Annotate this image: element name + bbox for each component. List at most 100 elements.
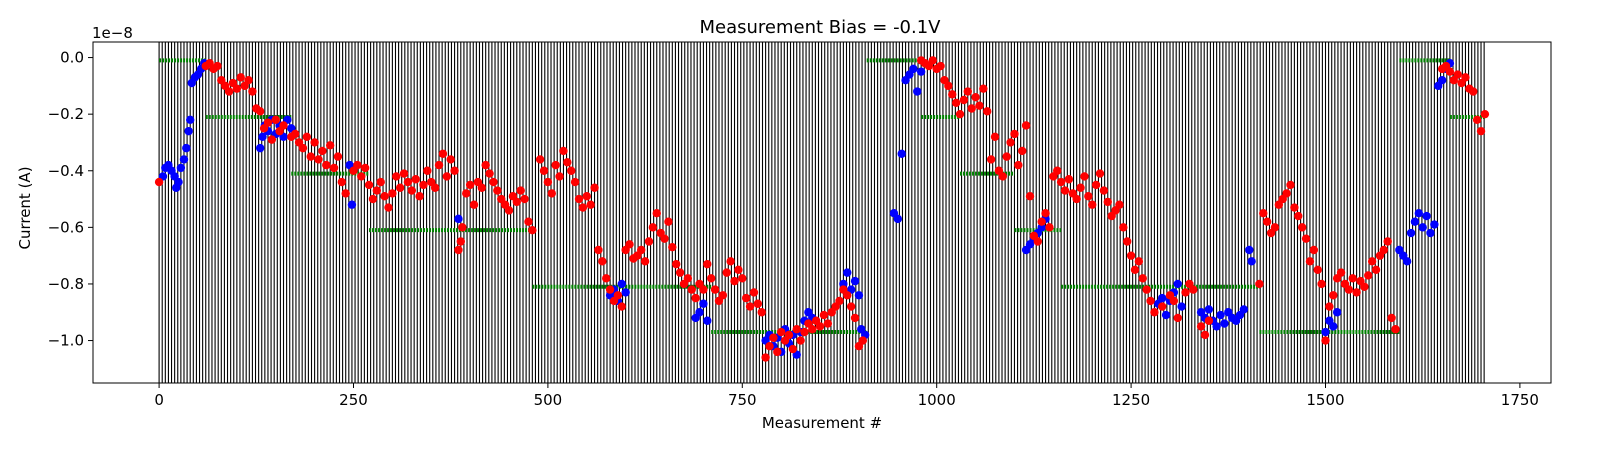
red-data-point (322, 160, 331, 170)
red-data-point (341, 189, 350, 198)
red-data-point (1391, 325, 1400, 334)
red-data-point (586, 200, 595, 209)
blue-data-point (1204, 305, 1214, 314)
red-data-point (1453, 70, 1462, 79)
blue-data-point (174, 177, 183, 187)
red-data-point (722, 268, 731, 277)
y-tick-label: −0.8 (48, 275, 84, 293)
plot-frame (92, 41, 1552, 384)
red-data-point (765, 342, 774, 351)
blue-data-point (1414, 209, 1424, 218)
red-data-point (465, 180, 475, 190)
red-data-point (1383, 237, 1392, 246)
red-data-point (800, 327, 809, 337)
red-data-point (741, 293, 751, 303)
y-axis-ticks: 0.0 −0.2 −0.4 −0.6 −0.8 −1.0 (48, 49, 93, 350)
red-data-point (430, 183, 440, 192)
red-data-point (1006, 138, 1015, 147)
blue-data-point (1426, 228, 1435, 238)
blue-data-point (850, 276, 860, 286)
red-data-point (1367, 257, 1377, 266)
red-data-point (613, 291, 623, 300)
red-data-point (1317, 279, 1326, 289)
red-data-point (368, 194, 378, 204)
red-data-point (1021, 121, 1031, 130)
red-data-point (792, 325, 801, 334)
red-data-point (963, 87, 972, 96)
red-data-point (310, 138, 319, 147)
blue-data-point (699, 299, 708, 308)
red-data-point (399, 169, 409, 178)
red-data-point (1313, 265, 1322, 274)
y-tick-label: −0.6 (48, 218, 84, 236)
blue-data-point (1245, 245, 1254, 255)
red-data-point (637, 245, 646, 255)
blue-data-point (1216, 310, 1225, 320)
red-data-point (672, 259, 681, 269)
red-data-point (1336, 268, 1346, 277)
red-data-point (1204, 316, 1214, 325)
red-data-point (232, 84, 242, 93)
red-data-point (1123, 237, 1132, 246)
red-data-point (598, 257, 607, 266)
red-data-point (652, 209, 661, 218)
red-data-point (850, 313, 860, 323)
blue-data-point (184, 126, 193, 136)
red-data-point (407, 186, 417, 195)
red-data-point (415, 192, 424, 201)
red-data-point (392, 172, 401, 181)
red-data-point (1076, 183, 1085, 192)
red-data-point (364, 180, 374, 190)
blue-data-point (1418, 223, 1427, 232)
red-data-point (1282, 189, 1291, 198)
red-data-point (971, 92, 980, 102)
y-tick-label: −0.2 (48, 105, 84, 123)
red-data-point (1344, 285, 1354, 294)
red-data-point (325, 141, 335, 150)
red-data-point (1142, 285, 1151, 294)
red-data-point (1103, 197, 1112, 207)
red-data-point (983, 107, 992, 116)
blue-data-point (1430, 220, 1439, 229)
red-data-point (244, 76, 253, 85)
blue-data-point (1173, 279, 1182, 289)
red-data-point (761, 353, 770, 362)
red-data-point (555, 172, 564, 181)
red-data-point (411, 175, 420, 184)
blue-data-point (1422, 211, 1431, 221)
red-data-point (384, 203, 393, 212)
red-data-point (360, 163, 370, 173)
x-axis-ticks: 0 250 500 750 1000 1250 1500 1750 (154, 383, 1539, 409)
red-data-point (1053, 166, 1062, 175)
red-data-point (668, 242, 677, 252)
red-data-point (738, 274, 747, 283)
blue-data-point (617, 279, 626, 289)
red-data-point (267, 135, 277, 144)
red-data-point (329, 163, 339, 173)
blue-data-point (893, 214, 903, 224)
red-data-point (477, 183, 486, 192)
x-tick-label: 500 (534, 391, 563, 409)
red-data-point (998, 172, 1007, 181)
x-tick-label: 1500 (1306, 391, 1344, 409)
red-data-point (1064, 175, 1074, 184)
red-data-point (948, 90, 957, 99)
red-data-point (640, 257, 650, 266)
red-data-point (706, 274, 716, 283)
red-data-point (403, 177, 413, 187)
red-data-point (1150, 308, 1159, 317)
red-data-point (1119, 223, 1128, 232)
blue-data-point (454, 214, 463, 224)
red-data-point (154, 177, 164, 187)
red-data-point (1469, 87, 1478, 96)
y-offset-label: 1e−8 (92, 24, 133, 42)
red-data-point (493, 186, 502, 195)
red-data-point (796, 336, 805, 345)
red-data-point (1002, 152, 1011, 161)
red-data-point (1025, 192, 1035, 201)
red-data-point (644, 237, 654, 246)
red-data-point (224, 87, 234, 96)
red-data-point (337, 177, 347, 187)
red-data-point (516, 186, 525, 195)
